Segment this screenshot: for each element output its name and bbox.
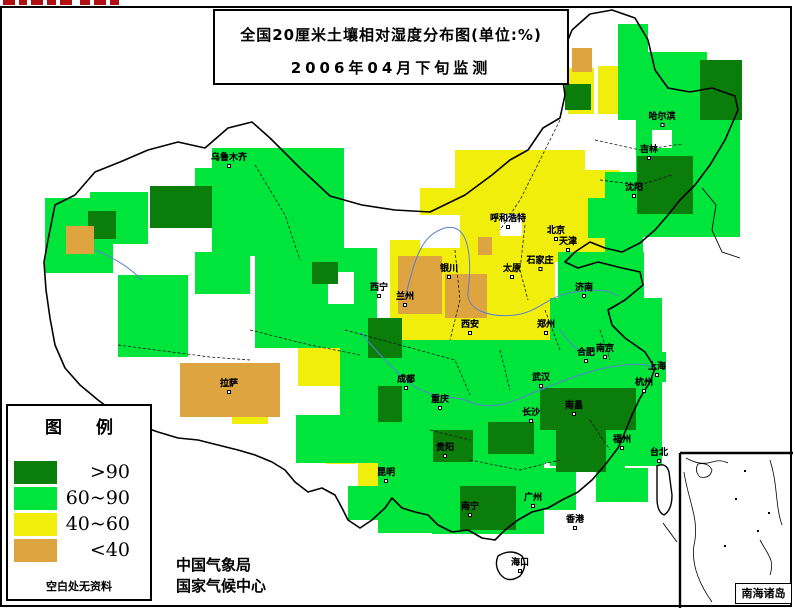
legend-label: >90	[89, 461, 130, 483]
legend-title: 图 例	[45, 418, 127, 438]
moisture-region-dk	[488, 422, 534, 454]
neighbor-coastlines	[662, 187, 741, 543]
islands	[495, 464, 673, 581]
legend-swatch	[14, 539, 57, 562]
legend-item: >90	[8, 460, 150, 485]
moisture-region-dk	[433, 430, 473, 462]
moisture-region-dk	[378, 386, 402, 422]
moisture-region-wh	[585, 128, 633, 170]
moisture-region-wh	[500, 214, 522, 236]
moisture-region-wh	[652, 130, 672, 148]
moisture-region-gr	[618, 24, 648, 120]
moisture-region-dk	[312, 262, 338, 284]
moisture-region-dk	[150, 186, 212, 228]
river-lines	[94, 226, 654, 407]
moisture-region-gr	[348, 486, 378, 520]
moisture-region-or	[478, 237, 492, 255]
moisture-region-gr	[212, 148, 344, 256]
moisture-region-dk	[556, 426, 606, 472]
map-title-box: 全国20厘米土壤相对湿度分布图(单位:%) 2006年04月下旬监测	[213, 9, 569, 85]
legend-note: 空白处无资料	[46, 580, 112, 593]
legend-swatch	[14, 461, 57, 484]
moisture-region-dk	[540, 388, 636, 430]
legend-swatch	[14, 487, 57, 510]
moisture-region-or	[572, 48, 592, 72]
moisture-region-dk	[368, 318, 402, 358]
moisture-region-dk	[565, 84, 591, 110]
map-title: 全国20厘米土壤相对湿度分布图(单位:%)	[240, 26, 542, 44]
national-boundary	[43, 9, 739, 541]
hainan-island	[495, 551, 526, 581]
taiwan-island	[656, 464, 673, 516]
moisture-region-gr	[558, 252, 644, 310]
moisture-region-or	[398, 256, 442, 314]
moisture-region-dk	[460, 486, 516, 530]
moisture-region-gr	[296, 415, 344, 463]
legend-box: 图 例 >90 60~90 40~60 <40 空白处无资料	[6, 404, 152, 601]
legend-item: <40	[8, 538, 150, 563]
province-borders	[117, 119, 683, 471]
moisture-region-dk	[700, 60, 742, 120]
agency-line-2: 国家气候中心	[176, 577, 267, 595]
moisture-region-gr	[195, 168, 223, 190]
moisture-region-or	[66, 226, 94, 254]
inset-title: 南海诸岛	[735, 583, 792, 604]
moisture-region-gr	[195, 252, 250, 294]
legend-item: 40~60	[8, 512, 150, 537]
agency-credit: 中国气象局 国家气候中心	[176, 555, 266, 597]
legend-label: 60~90	[65, 487, 130, 509]
agency-line-1: 中国气象局	[176, 556, 252, 574]
legend-item: 60~90	[8, 486, 150, 511]
legend-swatch	[14, 513, 57, 536]
legend-label: <40	[89, 539, 130, 561]
legend-label: 40~60	[65, 513, 130, 535]
moisture-region-gr	[645, 52, 707, 124]
moisture-region-or	[180, 363, 280, 417]
moisture-region-gr	[588, 198, 618, 238]
moisture-region-gr	[540, 468, 576, 510]
map-subtitle: 2006年04月下旬监测	[290, 59, 492, 77]
moisture-region-dk	[637, 156, 693, 214]
moisture-region-wh	[420, 215, 460, 248]
moisture-region-gr	[118, 275, 188, 357]
